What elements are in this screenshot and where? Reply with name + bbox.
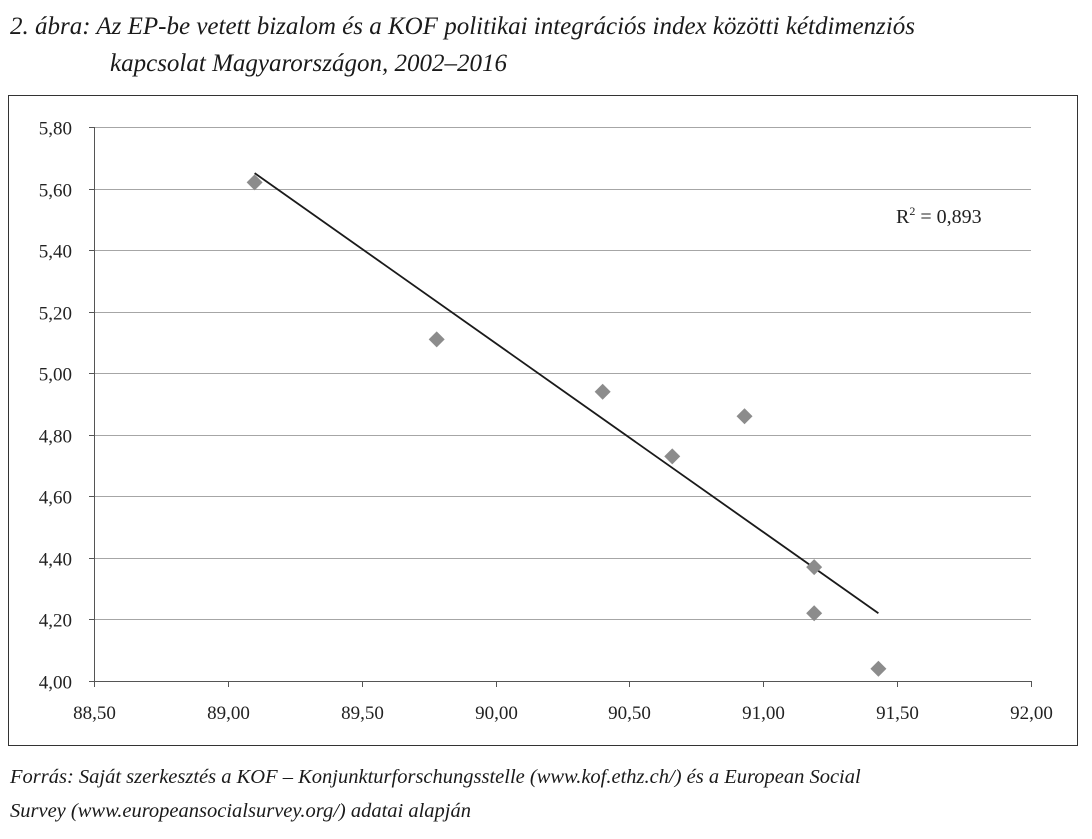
y-tick-label: 5,60 xyxy=(39,181,72,202)
data-point xyxy=(594,383,611,400)
y-tick-label: 4,20 xyxy=(39,611,72,632)
figure-title-line1: 2. ábra: Az EP-be vetett bizalom és a KO… xyxy=(10,13,915,40)
y-tick-label: 5,40 xyxy=(39,242,72,263)
y-tick-label: 5,00 xyxy=(39,365,72,386)
y-tick-label: 5,80 xyxy=(39,119,72,140)
data-point xyxy=(246,174,263,191)
source-line2: Survey (www.europeansocialsurvey.org/) a… xyxy=(10,800,471,822)
x-tick-label: 92,00 xyxy=(1010,703,1053,724)
data-point xyxy=(806,559,823,576)
x-tick-label: 89,00 xyxy=(207,703,250,724)
y-tick-label: 4,40 xyxy=(39,550,72,571)
y-tick-label: 4,80 xyxy=(39,427,72,448)
figure-title: 2. ábra: Az EP-be vetett bizalom és a KO… xyxy=(10,8,915,82)
data-point xyxy=(664,448,681,465)
figure-title-line2: kapcsolat Magyarországon, 2002–2016 xyxy=(110,50,507,77)
trendline xyxy=(254,172,879,615)
data-point xyxy=(870,660,887,677)
source-line1: Forrás: Saját szerkesztés a KOF – Konjun… xyxy=(10,766,861,788)
y-tick-label: 4,00 xyxy=(39,673,72,694)
x-tick-label: 89,50 xyxy=(341,703,384,724)
data-point xyxy=(736,408,753,425)
figure-source: Forrás: Saját szerkesztés a KOF – Konjun… xyxy=(10,760,1090,828)
y-tick-label: 5,20 xyxy=(39,304,72,325)
r2-annotation: R2 = 0,893 xyxy=(896,204,982,228)
x-tick-label: 90,00 xyxy=(475,703,518,724)
data-point xyxy=(428,331,445,348)
x-tick-label: 88,50 xyxy=(73,703,116,724)
x-tick-label: 90,50 xyxy=(608,703,651,724)
y-tick-label: 4,60 xyxy=(39,488,72,509)
chart-frame xyxy=(8,95,1078,746)
x-tick-label: 91,00 xyxy=(742,703,785,724)
data-point xyxy=(806,605,823,622)
x-tick-label: 91,50 xyxy=(876,703,919,724)
